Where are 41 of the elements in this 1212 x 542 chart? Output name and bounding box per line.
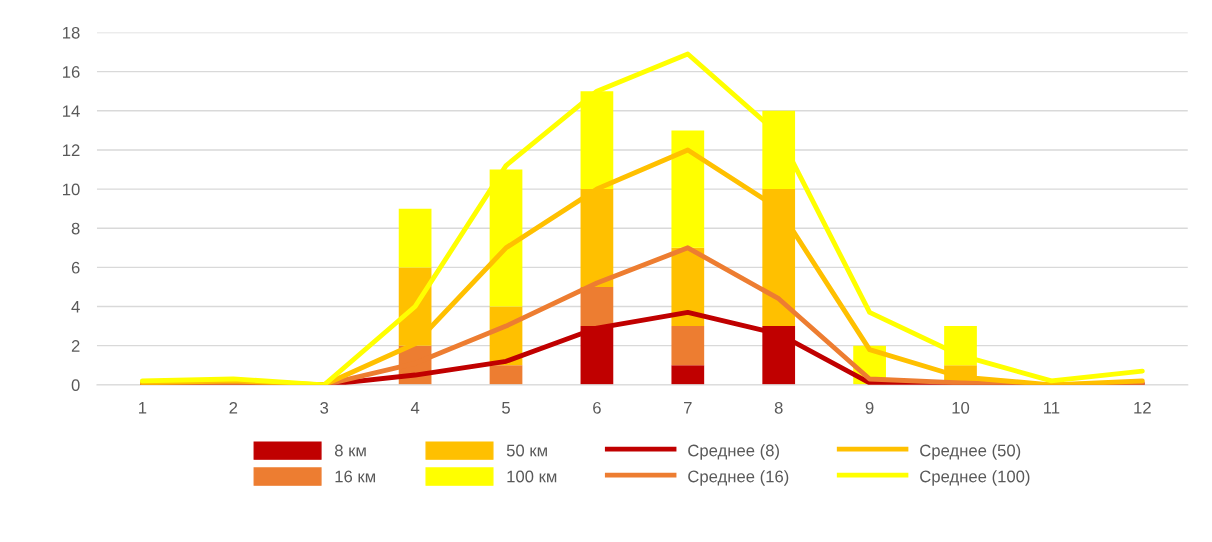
y-tick-label: 4 <box>71 301 80 313</box>
bar <box>762 189 796 327</box>
bar <box>580 286 614 327</box>
bar <box>671 326 705 366</box>
bar <box>489 169 523 307</box>
x-tick-label: 1 <box>139 402 147 414</box>
y-tick-label: 0 <box>71 379 80 392</box>
x-tick-label: 2 <box>229 401 238 414</box>
x-tick-label: 3 <box>320 401 329 414</box>
legend-label: 16 км <box>335 470 376 483</box>
x-tick-label: 7 <box>684 402 692 414</box>
y-tick-label: 8 <box>71 222 80 235</box>
legend-label: Среднее (16) <box>688 470 789 486</box>
y-tick-label: 6 <box>71 261 80 274</box>
bar <box>580 91 614 190</box>
x-tick-label: 11 <box>1044 402 1060 414</box>
line-series <box>139 51 1145 385</box>
x-tick-label: 4 <box>410 402 420 414</box>
bar <box>580 189 614 287</box>
y-tick-label: 14 <box>63 105 80 117</box>
x-tick-label: 10 <box>952 401 970 414</box>
y-tick-label: 18 <box>63 26 80 39</box>
y-tick-label: 16 <box>63 66 80 78</box>
x-tick-label: 9 <box>865 401 874 414</box>
x-tick-label: 12 <box>1134 401 1151 414</box>
legend-label: 100 км <box>507 470 557 483</box>
y-tick-label: 10 <box>63 183 80 196</box>
x-tick-label: 6 <box>593 401 601 414</box>
x-tick-label: 5 <box>502 402 510 414</box>
bar <box>489 365 523 385</box>
y-tick-label: 12 <box>63 144 80 156</box>
bar <box>398 208 432 268</box>
bar <box>671 365 705 385</box>
bar <box>671 130 705 248</box>
x-tick-label: 8 <box>774 401 783 414</box>
legend-label: 8 км <box>334 444 366 457</box>
y-tick-label: 2 <box>71 340 80 352</box>
legend-label: Среднее (50) <box>920 444 1021 460</box>
legend-label: 50 км <box>506 444 547 457</box>
legend-label: Среднее (8) <box>688 444 779 460</box>
legend-label: Среднее (100) <box>920 470 1030 486</box>
